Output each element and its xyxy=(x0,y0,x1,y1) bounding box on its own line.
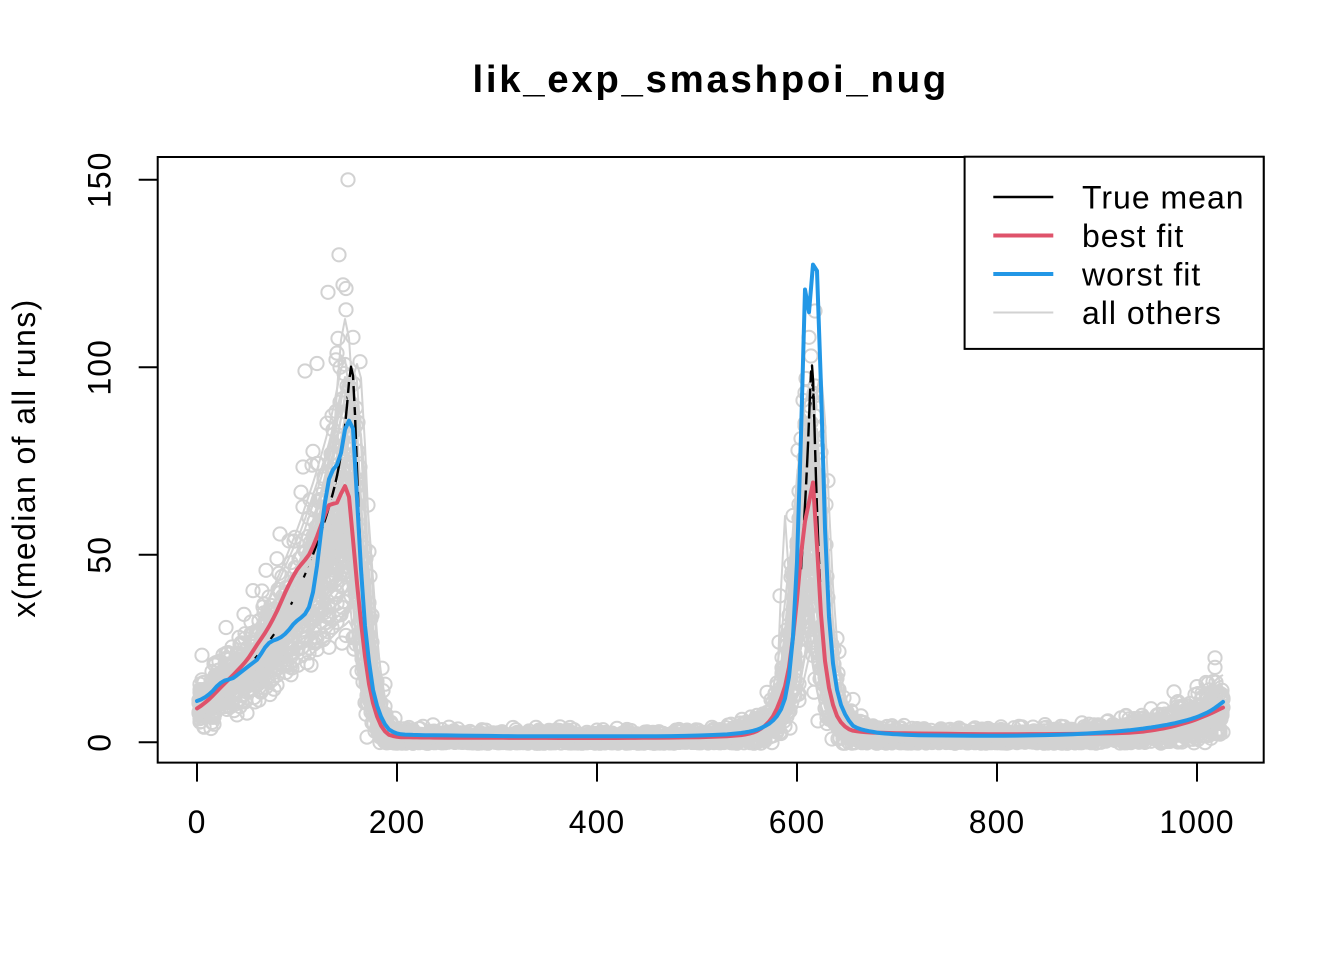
svg-text:all others: all others xyxy=(1082,295,1222,331)
svg-text:400: 400 xyxy=(569,804,625,840)
svg-text:x(median of all runs): x(median of all runs) xyxy=(6,298,42,617)
svg-text:600: 600 xyxy=(769,804,825,840)
svg-text:lik_exp_smashpoi_nug: lik_exp_smashpoi_nug xyxy=(472,58,948,101)
svg-text:50: 50 xyxy=(82,536,118,574)
svg-text:True mean: True mean xyxy=(1082,180,1245,216)
svg-text:1000: 1000 xyxy=(1159,804,1234,840)
svg-text:200: 200 xyxy=(369,804,425,840)
svg-text:best fit: best fit xyxy=(1082,218,1184,254)
svg-text:0: 0 xyxy=(82,733,118,752)
svg-text:worst fit: worst fit xyxy=(1081,257,1201,293)
svg-text:0: 0 xyxy=(188,804,207,840)
svg-text:800: 800 xyxy=(969,804,1025,840)
svg-text:150: 150 xyxy=(82,152,118,208)
svg-text:100: 100 xyxy=(82,339,118,395)
